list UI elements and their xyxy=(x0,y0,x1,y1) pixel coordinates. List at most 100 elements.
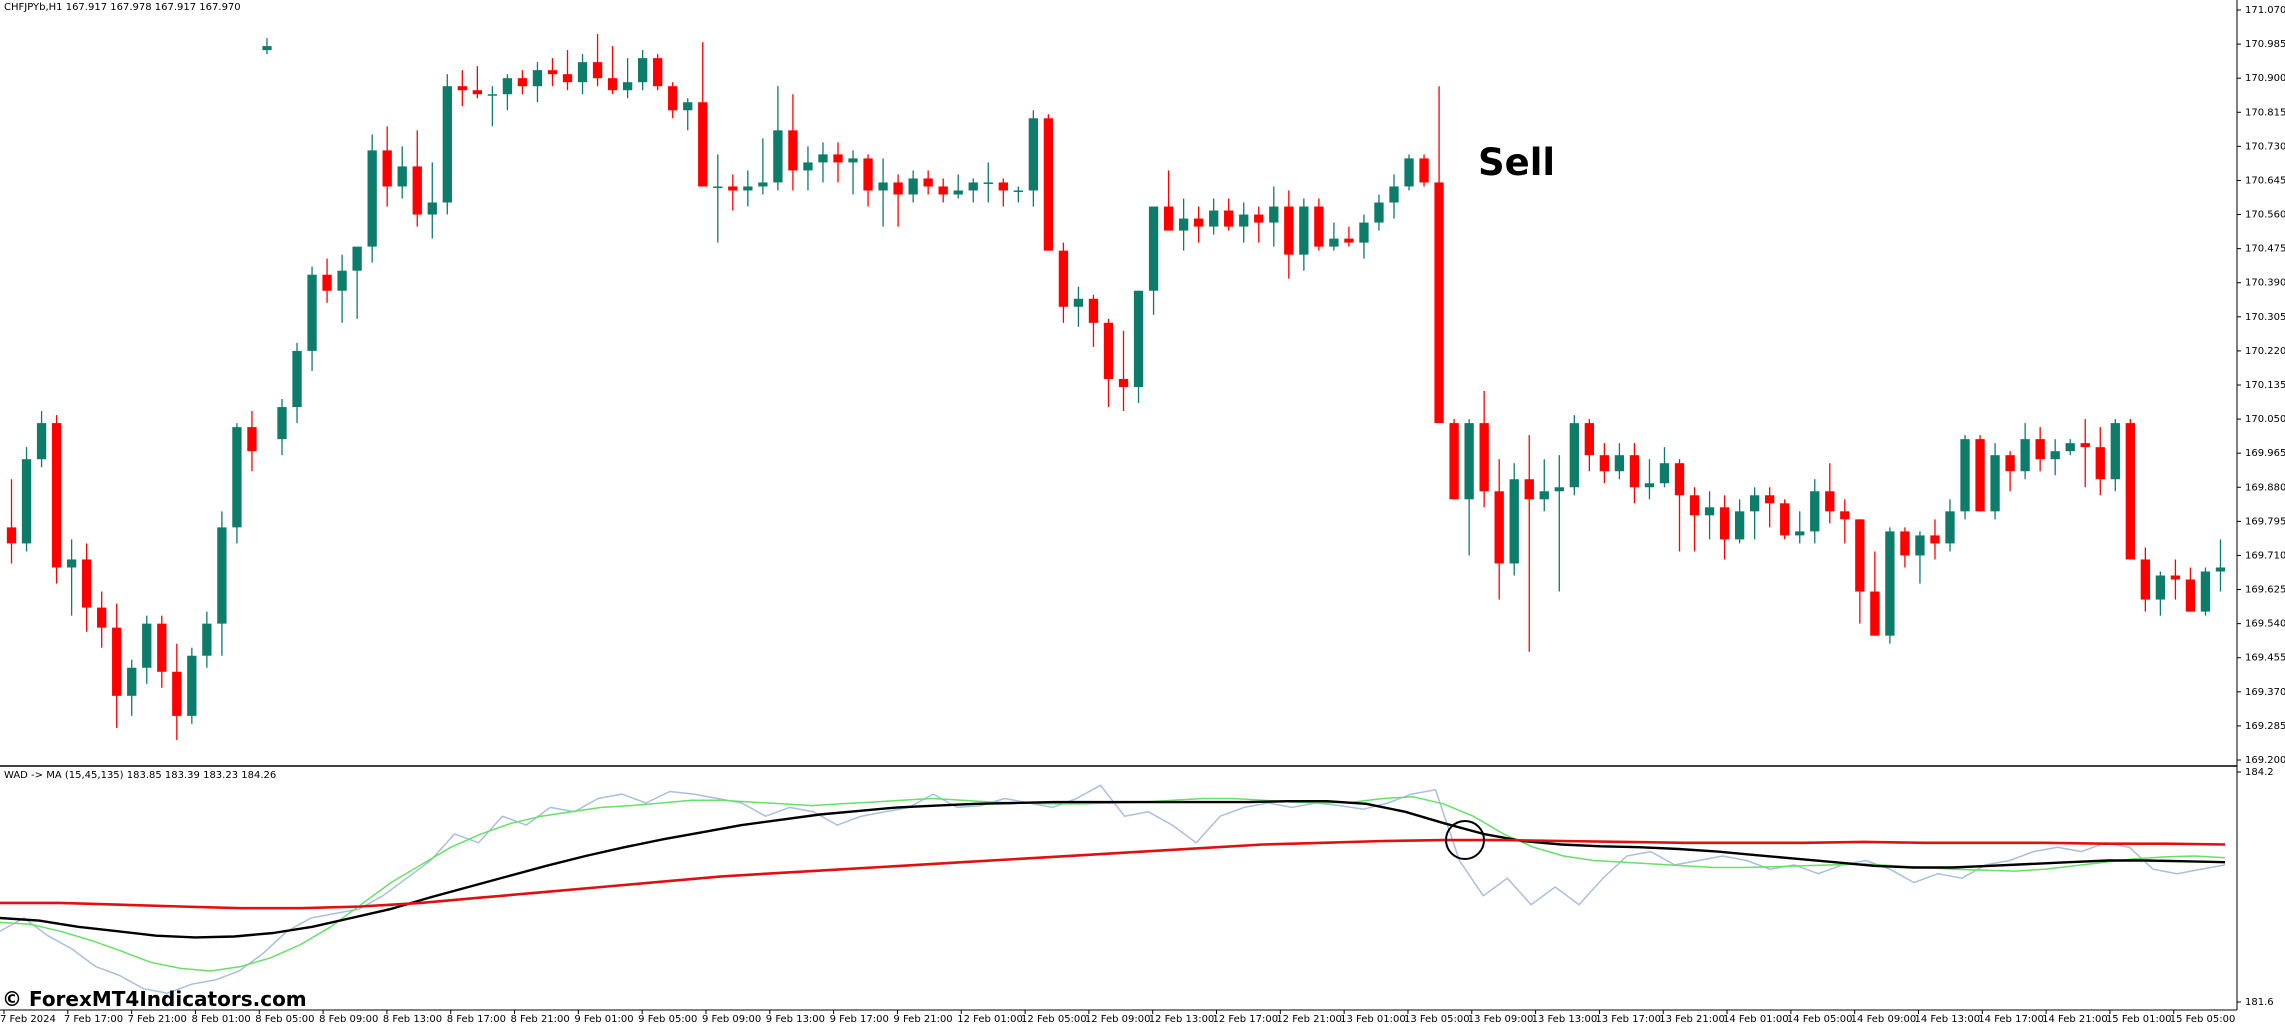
candle xyxy=(1314,198,1324,251)
candle-body xyxy=(2170,575,2181,580)
candle xyxy=(728,174,738,211)
candle-body xyxy=(1765,495,1775,504)
candle-body xyxy=(2065,443,2075,452)
candle-body xyxy=(127,667,137,696)
candle xyxy=(547,58,558,87)
candle xyxy=(97,591,107,648)
candle xyxy=(818,142,828,183)
candle xyxy=(1058,242,1069,323)
candle xyxy=(2065,439,2075,456)
candle xyxy=(232,423,242,544)
price-pane xyxy=(6,34,2226,740)
candle-body xyxy=(2155,575,2166,600)
candle xyxy=(397,146,407,199)
candle-body xyxy=(1885,531,1895,636)
candle xyxy=(1239,202,1249,243)
time-tick-label: 8 Feb 13:00 xyxy=(383,1014,442,1024)
candle-body xyxy=(1434,182,1444,424)
series-line-ma-slow xyxy=(0,838,2226,910)
candle xyxy=(2005,451,2015,492)
price-tick-label: 170.900 xyxy=(2245,73,2285,84)
candle-body xyxy=(938,186,948,195)
candle-body xyxy=(2080,443,2090,448)
time-tick-label: 8 Feb 21:00 xyxy=(511,1014,570,1024)
candle-body xyxy=(337,270,347,291)
candle xyxy=(637,50,648,91)
candle xyxy=(923,170,933,195)
candle-body xyxy=(6,527,17,544)
candle xyxy=(607,46,618,95)
time-tick-label: 7 Feb 2024 xyxy=(0,1014,56,1024)
candle-body xyxy=(1900,531,1910,556)
candle xyxy=(1028,110,1039,207)
candle xyxy=(66,539,77,616)
candle-body xyxy=(1118,378,1129,388)
candle-body xyxy=(187,655,197,716)
candle-body xyxy=(292,350,302,408)
candle-body xyxy=(112,627,122,696)
candle-body xyxy=(1419,158,1429,183)
candle xyxy=(1734,499,1745,544)
candle xyxy=(1704,491,1715,540)
candle-body xyxy=(1960,439,1970,512)
candle xyxy=(1103,318,1114,408)
candle-body xyxy=(1359,222,1369,243)
time-tick-label: 13 Feb 09:00 xyxy=(1468,1014,1534,1024)
candle xyxy=(2215,539,2226,592)
candle xyxy=(592,34,603,87)
candle-body xyxy=(2035,439,2045,460)
candle-body xyxy=(1704,507,1715,516)
candle-body xyxy=(1344,238,1354,243)
price-tick-label: 170.645 xyxy=(2245,175,2285,186)
candle-body xyxy=(1404,158,1414,187)
candle xyxy=(1163,170,1174,231)
candle-body xyxy=(1239,214,1249,227)
candle xyxy=(1284,190,1294,279)
candle-body xyxy=(1569,423,1579,488)
candle-body xyxy=(1254,214,1264,223)
candle-body xyxy=(1163,206,1174,231)
candle xyxy=(262,38,272,55)
candle-body xyxy=(1674,463,1685,496)
time-tick-label: 8 Feb 17:00 xyxy=(447,1014,506,1024)
candle-body xyxy=(427,202,437,215)
candle xyxy=(1043,114,1054,251)
time-tick-label: 14 Feb 13:00 xyxy=(1914,1014,1980,1024)
candle-body xyxy=(1193,218,1204,227)
candle-body xyxy=(668,86,678,111)
candle xyxy=(51,415,62,584)
candle-body xyxy=(277,407,287,440)
candle-body xyxy=(1299,206,1309,255)
candle xyxy=(1810,479,1820,544)
candle-body xyxy=(547,70,558,75)
candle xyxy=(1569,415,1579,496)
price-tick-label: 169.625 xyxy=(2245,585,2285,596)
candle-body xyxy=(1659,463,1670,484)
candle-body xyxy=(773,130,783,183)
candle xyxy=(1689,487,1700,552)
candle xyxy=(833,142,843,183)
candle-body xyxy=(848,158,858,163)
price-tick-label: 169.795 xyxy=(2245,516,2285,527)
candle xyxy=(487,86,498,127)
indicator-pane xyxy=(0,784,2226,994)
candle-body xyxy=(1374,202,1384,223)
candle xyxy=(457,70,467,107)
candle xyxy=(172,643,182,740)
candle xyxy=(1915,531,1925,584)
candle xyxy=(1930,519,1940,560)
price-tick-label: 171.070 xyxy=(2245,5,2285,16)
time-tick-label: 12 Feb 09:00 xyxy=(1085,1014,1151,1024)
series-line-wad xyxy=(0,784,2226,994)
candle-body xyxy=(2140,559,2151,600)
candle xyxy=(337,254,347,323)
time-tick-label: 9 Feb 09:00 xyxy=(702,1014,761,1024)
candle-body xyxy=(653,58,663,87)
candle-body xyxy=(97,607,107,628)
candle-body xyxy=(562,74,573,83)
time-tick-label: 12 Feb 13:00 xyxy=(1149,1014,1215,1024)
candle-body xyxy=(1314,206,1324,247)
series-line-ma-fast xyxy=(0,796,2226,972)
candle xyxy=(442,74,452,215)
time-tick-label: 9 Feb 05:00 xyxy=(638,1014,697,1024)
